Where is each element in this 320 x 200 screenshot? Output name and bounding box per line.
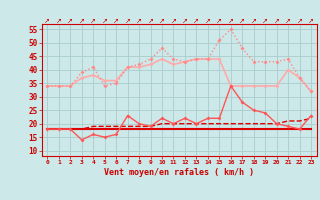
- X-axis label: Vent moyen/en rafales ( km/h ): Vent moyen/en rafales ( km/h ): [104, 168, 254, 177]
